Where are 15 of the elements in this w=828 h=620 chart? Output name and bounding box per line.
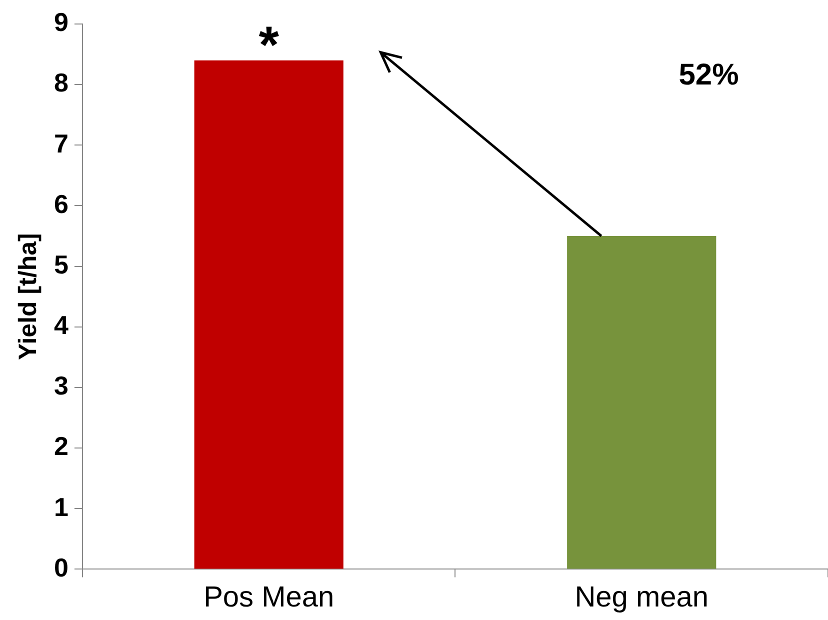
y-tick-label: 9 <box>54 7 68 38</box>
y-axis-title: Yield [t/ha] <box>14 233 42 360</box>
y-tick-label: 3 <box>54 370 68 401</box>
y-tick-label: 0 <box>54 552 68 582</box>
y-tick-label: 7 <box>54 128 68 158</box>
y-tick-label: 1 <box>54 492 68 522</box>
x-tick-label: Neg mean <box>574 582 709 614</box>
y-tick-label: 5 <box>54 249 68 280</box>
y-tick-label: 8 <box>54 68 68 98</box>
y-tick-label: 2 <box>54 431 68 462</box>
annotation: 52% <box>678 58 739 92</box>
annotation: * <box>258 16 280 74</box>
y-tick-label: 6 <box>54 188 68 219</box>
y-tick-label: 4 <box>54 310 69 340</box>
x-tick-label: Pos Mean <box>204 582 334 614</box>
